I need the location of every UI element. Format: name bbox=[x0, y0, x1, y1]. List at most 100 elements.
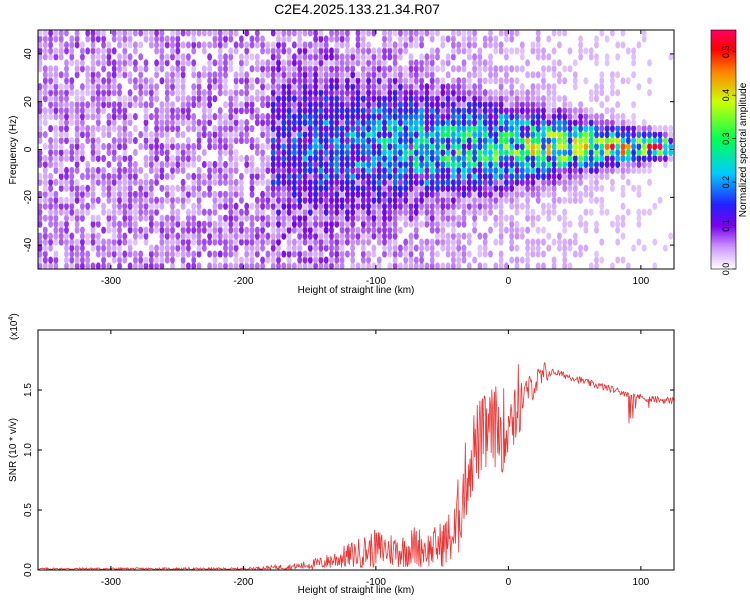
spectrogram-cell bbox=[117, 190, 122, 198]
spectrogram-cell bbox=[429, 160, 435, 169]
spectrogram-cell bbox=[567, 190, 573, 198]
spectrogram-cell bbox=[175, 250, 181, 258]
spectrogram-cell bbox=[323, 83, 329, 91]
spectrogram-cell bbox=[398, 107, 403, 115]
spectrogram-cell bbox=[498, 160, 504, 169]
spectrogram-cell bbox=[117, 83, 122, 91]
spectrogram-cell bbox=[429, 172, 435, 180]
spectrogram-cell bbox=[53, 71, 59, 79]
spectrogram-cell bbox=[318, 47, 324, 55]
spectrogram-cell bbox=[223, 130, 228, 139]
spectrogram-cell bbox=[329, 35, 334, 43]
spectrogram-cell bbox=[265, 41, 271, 49]
spectrogram-cell bbox=[244, 30, 250, 37]
spectrogram-x-axis: -300 -200 -100 0 100 bbox=[101, 30, 650, 287]
spectrogram-cell bbox=[424, 53, 430, 61]
spectrogram-cell bbox=[408, 119, 414, 127]
spectrogram-cell bbox=[424, 262, 430, 269]
spectrogram-cell bbox=[641, 148, 647, 157]
spectrogram-cell bbox=[403, 220, 409, 228]
spectrogram-cell bbox=[228, 184, 234, 192]
spectrogram-cell bbox=[138, 202, 144, 210]
spectrogram-cell bbox=[95, 77, 101, 85]
spectrogram-cell bbox=[472, 178, 477, 186]
spectrogram-cell bbox=[154, 83, 160, 91]
spectrogram-cell bbox=[514, 65, 520, 73]
spectrogram-cell bbox=[154, 113, 160, 121]
spectrogram-cell bbox=[440, 136, 446, 145]
spectrogram-cell bbox=[562, 125, 568, 133]
spectrogram-cell bbox=[530, 107, 536, 115]
spectrogram-cell bbox=[64, 136, 69, 145]
spectrogram-cell bbox=[546, 208, 552, 216]
spectrogram-cell bbox=[313, 83, 318, 91]
spectrogram-cell bbox=[424, 95, 430, 103]
spectrogram-cell bbox=[281, 166, 287, 175]
spectrogram-cell bbox=[48, 256, 53, 264]
spectrogram-cell bbox=[345, 172, 350, 180]
spectrogram-cell bbox=[143, 226, 149, 234]
spectrogram-cell bbox=[429, 190, 435, 198]
spectrogram-cell bbox=[350, 220, 356, 228]
spectrogram-cell bbox=[329, 202, 334, 210]
spectrogram-cell bbox=[408, 250, 414, 258]
spectrogram-cell bbox=[265, 238, 271, 246]
spectrogram-cell bbox=[323, 71, 329, 79]
spectrogram-cell bbox=[403, 178, 409, 186]
spectrogram-cell bbox=[286, 160, 292, 169]
spectrogram-cell bbox=[557, 119, 562, 127]
spectrogram-cell bbox=[133, 190, 138, 198]
spectrogram-cell bbox=[127, 53, 133, 61]
spectrogram-cell bbox=[313, 136, 318, 145]
spectrogram-cell bbox=[180, 119, 186, 127]
spectrogram-cell bbox=[286, 196, 292, 204]
spectrogram-cell bbox=[334, 196, 340, 204]
spectrogram-cell bbox=[498, 220, 504, 228]
spectrogram-cell bbox=[201, 41, 207, 49]
spectrogram-cell bbox=[90, 125, 96, 133]
spectrogram-cell bbox=[154, 47, 160, 55]
spectrogram-cell bbox=[435, 65, 440, 73]
spectrogram-cell bbox=[85, 125, 91, 133]
spectrogram-cell bbox=[58, 119, 64, 127]
spectrogram-cell bbox=[42, 172, 48, 180]
spectrogram-cell bbox=[122, 232, 128, 240]
spectrogram-cell bbox=[64, 202, 69, 210]
spectrogram-cell bbox=[636, 214, 642, 222]
spectrogram-cell bbox=[392, 208, 398, 216]
spectrogram-cell bbox=[345, 232, 350, 240]
spectrogram-cell bbox=[292, 53, 297, 61]
spectrogram-cell bbox=[249, 220, 255, 228]
spectrogram-cell bbox=[482, 59, 488, 67]
spectrogram-cell bbox=[339, 119, 345, 127]
spectrogram-cell bbox=[641, 244, 647, 252]
spectrogram-cell bbox=[244, 47, 250, 55]
spectrogram-cell bbox=[451, 95, 456, 103]
spectrogram-cell bbox=[498, 95, 504, 103]
spectrogram-cell bbox=[477, 65, 483, 73]
spectrogram-cell bbox=[38, 154, 43, 163]
spectrogram-cell bbox=[360, 244, 366, 252]
spectrogram-cell bbox=[260, 256, 265, 264]
spectrogram-cell bbox=[350, 166, 356, 175]
spectrogram-cell bbox=[117, 89, 122, 97]
spectrogram-cell bbox=[588, 208, 594, 216]
spectrogram-cell bbox=[286, 148, 292, 157]
spectrogram-cell bbox=[329, 172, 334, 180]
spectrogram-cell bbox=[530, 172, 536, 180]
spectrogram-cell bbox=[127, 30, 133, 37]
spectrogram-cell bbox=[95, 35, 101, 43]
spectrogram-cell bbox=[535, 262, 541, 269]
spectrogram-cell bbox=[217, 30, 223, 37]
spectrogram-cell bbox=[80, 41, 85, 49]
spectrogram-cell bbox=[451, 220, 456, 228]
spectrogram-cell bbox=[276, 244, 281, 252]
spectrogram-cell bbox=[133, 83, 138, 91]
spectrogram-cell bbox=[567, 119, 573, 127]
spectrogram-cell bbox=[599, 184, 605, 192]
spectrogram-cell bbox=[154, 172, 160, 180]
spectrogram-cell bbox=[477, 89, 483, 97]
spectrogram-cell bbox=[456, 83, 462, 91]
spectrogram-cell bbox=[355, 83, 361, 91]
spectrogram-cell bbox=[382, 160, 387, 169]
